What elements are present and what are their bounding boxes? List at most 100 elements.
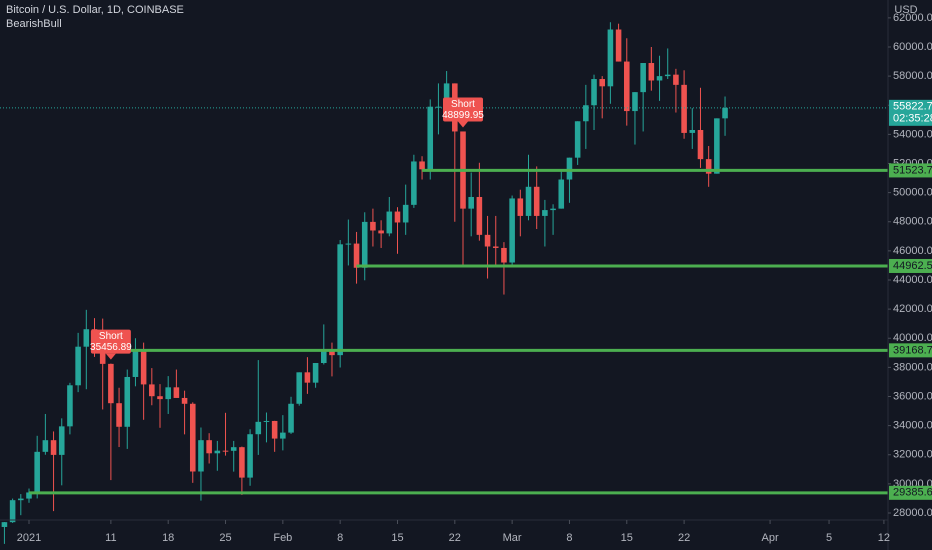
y-tick-label: 54000.00	[893, 128, 932, 140]
x-tick-label: Feb	[273, 532, 292, 544]
candle-body	[198, 440, 204, 472]
candle-body	[271, 420, 278, 439]
candle-body	[288, 403, 294, 433]
level-label-box	[889, 485, 932, 500]
candle-body	[255, 421, 262, 435]
x-tick-label: Mar	[503, 532, 522, 544]
candle-body	[181, 397, 188, 404]
candle-body	[34, 451, 40, 493]
candle-body	[435, 106, 442, 108]
candle-body	[673, 74, 679, 85]
annotation-box	[442, 97, 483, 122]
annotation-pointer	[457, 121, 468, 128]
candle-body	[239, 447, 245, 478]
candle-body	[509, 198, 515, 263]
candle-body	[427, 106, 434, 170]
x-tick-label: 12	[878, 532, 890, 544]
x-tick-label: 22	[449, 532, 461, 544]
level-label-box	[889, 163, 932, 178]
x-tick-label: 5	[826, 532, 832, 544]
candle-body	[230, 447, 237, 451]
candle-body	[705, 159, 712, 174]
x-tick-label: 25	[219, 532, 231, 544]
candle-body	[664, 74, 671, 77]
y-tick-label: 28000.00	[893, 507, 932, 519]
candle-body	[214, 450, 221, 454]
candle-body	[591, 79, 597, 106]
candle-body	[394, 211, 401, 223]
annotation-pointer	[105, 353, 116, 360]
candle-body	[124, 376, 131, 427]
y-tick-label: 60000.00	[893, 41, 932, 53]
last-price-label: 55822.72	[893, 101, 932, 113]
candle-body	[26, 492, 32, 499]
y-tick-label: 58000.00	[893, 70, 932, 82]
author: BearishBull	[6, 18, 62, 30]
price-axis-panel	[888, 0, 932, 550]
candle-body	[353, 243, 360, 268]
candle-body	[1, 522, 8, 527]
symbol-title: Bitcoin / U.S. Dollar, 1D, COINBASE	[6, 4, 184, 16]
candle-body	[525, 186, 532, 216]
candle-body	[206, 440, 212, 454]
x-tick-label: 15	[621, 532, 633, 544]
y-tick-label: 32000.00	[893, 449, 932, 461]
y-tick-label: 44000.00	[893, 274, 932, 286]
candle-body	[517, 198, 524, 216]
candle-body	[656, 76, 663, 81]
candle-body	[83, 329, 90, 347]
level-label: 39168.77	[893, 344, 932, 356]
y-tick-label: 34000.00	[893, 420, 932, 432]
candle-body	[542, 210, 548, 216]
candle-body	[116, 403, 122, 427]
y-tick-label: 36000.00	[893, 390, 932, 402]
candle-body	[263, 420, 270, 422]
x-tick-label: 18	[162, 532, 174, 544]
annotation-box	[90, 329, 131, 354]
y-tick-label: 46000.00	[893, 245, 932, 257]
candle-body	[484, 234, 491, 247]
candle-body	[157, 396, 163, 400]
candle-body	[558, 179, 565, 209]
level-label-box	[889, 343, 932, 358]
candle-body	[108, 363, 114, 404]
x-tick-label: 8	[566, 532, 572, 544]
level-label-box	[889, 258, 932, 273]
candle-body	[42, 440, 49, 452]
y-tick-label: 50000.00	[893, 187, 932, 199]
last-price-box	[889, 99, 932, 126]
candle-body	[67, 385, 73, 427]
candle-body	[468, 196, 474, 209]
annotation-price: 48899.95	[442, 110, 484, 121]
y-tick-label: 48000.00	[893, 216, 932, 228]
candle-body	[615, 29, 622, 62]
x-tick-label: Apr	[762, 532, 779, 544]
candle-body	[722, 107, 728, 119]
candle-body	[75, 346, 81, 386]
candle-body	[50, 440, 57, 455]
candle-body	[574, 121, 581, 158]
candle-body	[411, 161, 417, 205]
x-tick-label: 8	[337, 532, 343, 544]
candle-body	[345, 243, 352, 245]
candle-body	[304, 372, 311, 383]
candle-body	[58, 426, 65, 455]
candle-body	[247, 434, 253, 478]
candle-body	[697, 130, 704, 160]
candle-body	[296, 372, 303, 404]
candle-body	[329, 349, 335, 356]
candle-body	[222, 450, 229, 452]
candle-body	[648, 63, 655, 81]
candle-body	[492, 246, 499, 248]
candle-body	[165, 387, 171, 400]
candle-body	[419, 161, 425, 170]
candle-body	[550, 208, 556, 211]
countdown-label: 02:35:28	[893, 113, 932, 125]
annotation-text: Short	[451, 99, 475, 110]
y-tick-label: 40000.00	[893, 332, 932, 344]
y-tick-label: 38000.00	[893, 361, 932, 373]
level-label: 51523.72	[893, 164, 932, 176]
candle-body	[370, 221, 376, 231]
